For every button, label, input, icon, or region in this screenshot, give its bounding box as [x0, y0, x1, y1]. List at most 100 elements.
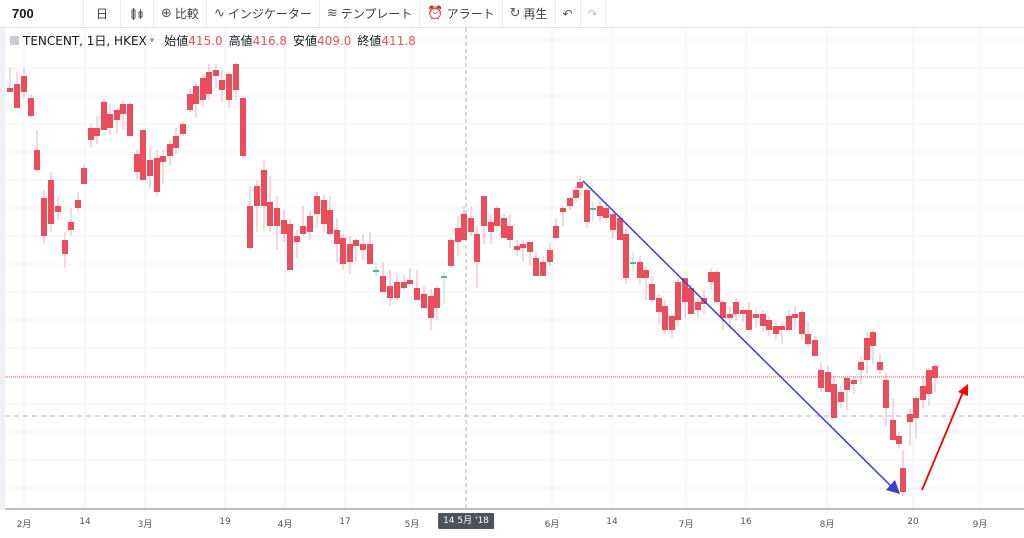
candle-down [786, 316, 792, 330]
redo-button[interactable]: ↷ [581, 0, 606, 27]
candle-down [187, 94, 193, 110]
candle-down [520, 244, 526, 248]
candle-down [501, 218, 507, 238]
candle-down [94, 128, 100, 136]
candle-down [247, 206, 253, 248]
arrowhead-up-icon [958, 384, 968, 396]
candle-up [590, 208, 596, 210]
time-axis-label: 14 [606, 517, 618, 527]
candle-down [920, 386, 926, 400]
candle-down [858, 362, 864, 370]
candle-up [373, 270, 379, 272]
candle-down [488, 222, 494, 232]
time-axis-label: 6月 [544, 520, 560, 530]
templates-icon: ≋ [326, 6, 338, 21]
candle-down [226, 74, 232, 100]
undo-button[interactable]: ↶ [556, 0, 581, 27]
close-label: 終値 [357, 34, 382, 48]
candle-down [68, 222, 74, 230]
candle-down [890, 420, 896, 440]
time-axis-label: 20 [907, 517, 919, 527]
compare-button[interactable]: ⊕ 比較 [154, 0, 207, 27]
candle-down [233, 64, 239, 90]
candle-down [107, 114, 113, 128]
candle-down [799, 312, 805, 334]
replay-icon: ↻ [509, 6, 521, 21]
candle-down [708, 272, 714, 282]
candle-down [414, 288, 420, 300]
time-axis[interactable]: 2月 14 3月 19 4月 17 5月 6月 14 7月 16 8月 20 9月 14 5月 '18 [0, 510, 1024, 538]
candle-down [695, 302, 701, 310]
interval-label: 日 [96, 7, 109, 21]
candle-down [812, 340, 818, 356]
candle-down [347, 244, 353, 262]
open-value: 415.0 [188, 33, 223, 48]
chart-legend: TENCENT, 1日, HKEX ▾ 始値 415.0 高値 416.8 安値 40… [10, 32, 416, 49]
candle-down [675, 282, 681, 320]
candle-down [913, 398, 919, 418]
candle-down [55, 206, 61, 212]
candle-down [219, 80, 225, 90]
plus-circle-icon: ⊕ [161, 6, 172, 21]
candle-down [584, 190, 590, 222]
time-axis-label: 3月 [137, 520, 153, 530]
replay-label: 再生 [523, 7, 548, 21]
high-value: 416.8 [252, 33, 288, 48]
candle-down [603, 208, 609, 218]
candle-down [321, 200, 327, 224]
candle-down [740, 310, 746, 314]
trend-line-down [582, 180, 894, 489]
candle-down [494, 208, 500, 226]
symbol-text: 700 [12, 6, 34, 21]
time-axis-label: 19 [219, 517, 231, 527]
chevron-down-icon[interactable]: ▾ [149, 35, 155, 46]
candle-down [127, 104, 133, 136]
templates-button[interactable]: ≋ テンプレート [320, 0, 421, 27]
candle-down [34, 150, 40, 170]
left-scale-strip [0, 28, 5, 510]
interval-button[interactable]: 日 [84, 0, 122, 27]
candle-down [274, 208, 280, 226]
candle-down [114, 110, 120, 120]
price-chart[interactable] [0, 28, 1024, 510]
candle-down [7, 88, 13, 92]
candle-down [760, 314, 766, 326]
trend-arrow-up [921, 391, 964, 491]
legend-title[interactable]: TENCENT, 1日, HKEX [23, 34, 147, 48]
time-axis-label: 4月 [277, 520, 293, 530]
time-axis-label: 8月 [819, 520, 835, 530]
candle-down [617, 218, 623, 240]
candle-down [610, 214, 616, 230]
candle-down [173, 136, 179, 148]
symbol-search-input[interactable]: 700 [0, 0, 84, 27]
candle-up [441, 276, 447, 278]
candle-down [733, 302, 739, 314]
candle-down [167, 144, 173, 156]
candle-down [623, 234, 629, 278]
candle-down [753, 314, 759, 318]
candle-down [533, 258, 539, 276]
candle-down [547, 250, 553, 262]
candle-down [213, 70, 219, 76]
candle-down [394, 282, 400, 298]
candles-icon [131, 7, 143, 20]
candle-down [327, 210, 333, 234]
alert-button[interactable]: ⏰ アラート [420, 0, 503, 27]
candle-down [649, 284, 655, 300]
candle-down [932, 366, 938, 378]
candle-down [294, 236, 300, 242]
candle-down [851, 380, 857, 384]
candle-down [421, 294, 427, 308]
time-axis-label: 5月 [404, 520, 420, 530]
candle-down [300, 226, 306, 234]
candle-down [448, 240, 454, 266]
indicators-button[interactable]: ∿ インジケーター [207, 0, 320, 27]
candle-down [206, 72, 212, 94]
chart-type-button[interactable] [121, 0, 155, 27]
replay-button[interactable]: ↻ 再生 [503, 0, 556, 27]
candle-down [140, 130, 146, 180]
low-value: 409.0 [317, 33, 352, 48]
candle-down [773, 326, 779, 334]
candle-down [669, 316, 675, 330]
candle-down [507, 226, 513, 240]
